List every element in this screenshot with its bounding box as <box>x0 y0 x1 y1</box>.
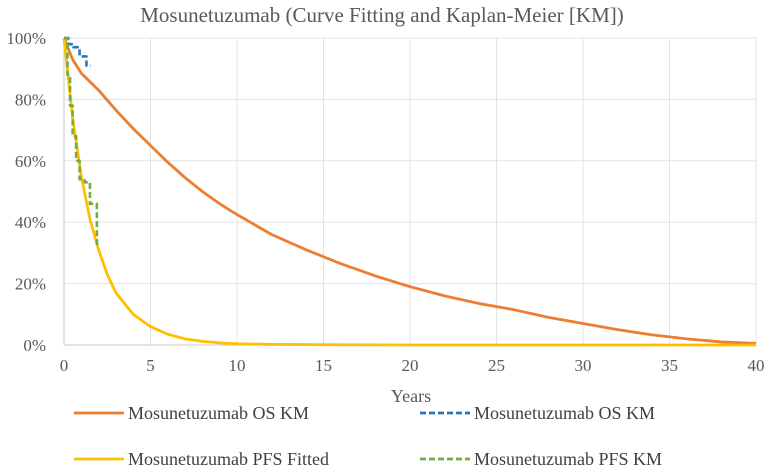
chart-title: Mosunetuzumab (Curve Fitting and Kaplan-… <box>140 3 623 27</box>
y-tick-label: 40% <box>15 213 46 232</box>
legend-item: Mosunetuzumab OS KM <box>420 403 655 423</box>
x-tick-label: 30 <box>575 356 592 375</box>
y-tick-label: 60% <box>15 152 46 171</box>
x-tick-label: 10 <box>229 356 246 375</box>
x-tick-label: 20 <box>402 356 419 375</box>
x-tick-label: 15 <box>315 356 332 375</box>
x-tick-label: 40 <box>748 356 765 375</box>
series-line-mosunetuzumab-pfs-km-dashed <box>64 36 99 245</box>
x-axis-label: Years <box>391 386 431 406</box>
y-tick-label: 20% <box>15 275 46 294</box>
x-tick-label: 5 <box>146 356 155 375</box>
data-series <box>62 36 757 347</box>
legend-label: Mosunetuzumab OS KM <box>128 403 309 423</box>
series-line-mosunetuzumab-os-km-solid <box>62 37 757 345</box>
series-line-mosunetuzumab-pfs-fitted-solid <box>62 37 756 347</box>
x-tick-label: 0 <box>60 356 69 375</box>
legend-item: Mosunetuzumab PFS Fitted <box>74 449 329 469</box>
y-tick-label: 0% <box>23 336 46 355</box>
legend-label: Mosunetuzumab PFS KM <box>474 449 662 469</box>
x-tick-label: 25 <box>488 356 505 375</box>
y-tick-label: 100% <box>6 29 46 48</box>
x-tick-label: 35 <box>661 356 678 375</box>
legend: Mosunetuzumab OS KM Mosunetuzumab OS KM Mo… <box>74 403 662 469</box>
legend-item: Mosunetuzumab PFS KM <box>420 449 662 469</box>
legend-label: Mosunetuzumab OS KM <box>474 403 655 423</box>
legend-label: Mosunetuzumab PFS Fitted <box>128 449 329 469</box>
legend-item: Mosunetuzumab OS KM <box>74 403 309 423</box>
axes: 0% 20% 40% 60% 80% 100% 0 5 10 15 20 25 30 35 40 <box>6 29 764 375</box>
series-line-mosunetuzumab-os-km-dashed <box>64 36 91 67</box>
gridlines <box>64 37 757 345</box>
y-tick-label: 80% <box>15 90 46 109</box>
